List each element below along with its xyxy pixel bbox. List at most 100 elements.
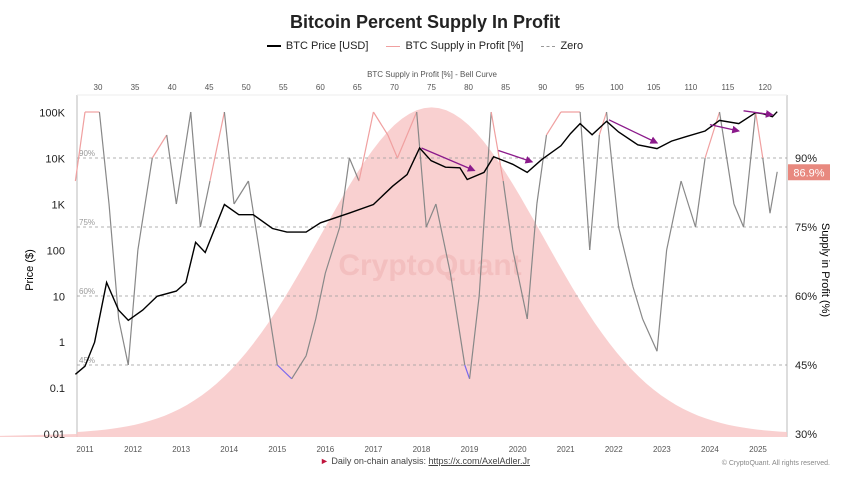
supply-segment <box>291 355 307 380</box>
chart-title: Bitcoin Percent Supply In Profit <box>289 12 561 32</box>
supply-segment <box>209 111 225 182</box>
supply-segment <box>127 249 139 366</box>
supply-segment <box>464 364 471 379</box>
supply-segment <box>151 134 168 159</box>
watermark: CryptoQuant <box>338 249 521 282</box>
top-axis-label: BTC Supply in Profit [%] - Bell Curve <box>367 70 497 79</box>
top-tick: 35 <box>131 83 140 92</box>
x-tick: 2023 <box>653 445 671 454</box>
x-tick: 2016 <box>316 445 334 454</box>
x-tick: 2021 <box>557 445 575 454</box>
supply-segment <box>358 111 375 182</box>
top-tick: 75 <box>427 83 436 92</box>
x-tick: 2024 <box>701 445 719 454</box>
supply-segment <box>425 203 437 228</box>
top-tick: 40 <box>168 83 177 92</box>
supply-segment <box>680 180 697 228</box>
supply-segment <box>416 111 427 228</box>
legend-item-supply[interactable]: BTC Supply in Profit [%] <box>386 40 523 52</box>
y-right-label: Supply in Profit (%) <box>819 223 831 317</box>
supply-segment <box>118 318 129 366</box>
x-tick: 2018 <box>413 445 431 454</box>
supply-segment <box>468 295 480 379</box>
supply-segment <box>315 272 326 320</box>
supply-segment <box>769 171 778 214</box>
supply-segment <box>694 157 706 228</box>
x-tick: 2017 <box>365 445 383 454</box>
supply-segment <box>166 134 177 205</box>
supply-segment <box>396 111 418 159</box>
y-left-tick: 10K <box>45 154 65 166</box>
top-tick: 110 <box>685 83 698 92</box>
y-right-tick: 75% <box>795 222 817 234</box>
y-left-label: Price ($) <box>24 249 36 291</box>
top-tick: 30 <box>94 83 103 92</box>
price-line <box>74 111 778 375</box>
supply-segment <box>545 111 562 136</box>
supply-segment <box>372 111 389 136</box>
legend-label: BTC Price [USD] <box>285 40 369 52</box>
x-tick: 2025 <box>749 445 767 454</box>
y-right-tick: 45% <box>795 360 817 372</box>
footer: ► Daily on-chain analysis: https://x.com… <box>0 456 850 466</box>
top-tick: 90 <box>538 83 547 92</box>
supply-segment <box>642 318 658 352</box>
trend-arrow <box>421 147 476 172</box>
supply-segment <box>108 203 120 320</box>
top-tick: 115 <box>722 83 735 92</box>
y-right-tick: 90% <box>795 153 817 165</box>
supply-segment <box>605 111 620 228</box>
supply-segment <box>175 111 192 205</box>
top-tick: 60 <box>316 83 325 92</box>
x-tick: 2022 <box>605 445 623 454</box>
supply-segment <box>733 203 745 228</box>
supply-segment <box>754 111 764 159</box>
supply-segment <box>223 111 235 205</box>
supply-segment <box>490 111 504 182</box>
supply-segment <box>190 111 201 228</box>
supply-segment <box>598 111 608 136</box>
top-tick: 100 <box>610 83 624 92</box>
supply-segment <box>137 157 153 251</box>
legend-label: BTC Supply in Profit [%] <box>405 40 524 52</box>
play-icon: ► <box>319 456 329 466</box>
trend-arrow <box>709 123 741 134</box>
footer-text: Daily on-chain analysis: <box>331 456 426 466</box>
ref-line-label: 75% <box>79 218 95 227</box>
supply-segment <box>632 286 644 320</box>
top-tick: 65 <box>353 83 362 92</box>
top-tick: 95 <box>575 83 584 92</box>
supply-segment <box>435 203 451 274</box>
top-tick: 85 <box>501 83 510 92</box>
trend-arrow <box>608 119 659 144</box>
trend-arrow <box>498 149 534 164</box>
supply-segment <box>589 134 600 251</box>
legend-item-price[interactable]: BTC Price [USD] <box>266 40 369 52</box>
x-tick: 2020 <box>509 445 527 454</box>
supply-segment <box>233 180 249 205</box>
supply-segment <box>536 134 548 205</box>
y-left-tick: 1K <box>52 200 66 212</box>
supply-segment <box>478 111 492 297</box>
supply-segment <box>247 180 264 274</box>
supply-segment <box>656 249 668 352</box>
supply-segment <box>502 180 514 251</box>
supply-segment <box>526 203 538 320</box>
y-left-tick: 100K <box>39 108 65 120</box>
top-tick: 45 <box>205 83 214 92</box>
ref-line-label: 90% <box>79 149 95 158</box>
y-left-tick: 10 <box>53 291 65 303</box>
top-tick: 55 <box>279 83 288 92</box>
supply-segment <box>74 111 86 182</box>
supply-segment <box>305 318 317 356</box>
top-tick: 120 <box>758 83 772 92</box>
footer-link[interactable]: https://x.com/AxelAdler.Jr <box>428 456 531 466</box>
y-right-tick: 60% <box>795 291 817 303</box>
y-left-tick: 0.01 <box>44 429 65 441</box>
supply-segment <box>324 226 341 274</box>
current-value-label: 86.9% <box>793 167 824 179</box>
legend-item-zero[interactable]: Zero <box>541 40 583 52</box>
supply-segment <box>199 180 211 228</box>
supply-segment <box>387 134 399 159</box>
